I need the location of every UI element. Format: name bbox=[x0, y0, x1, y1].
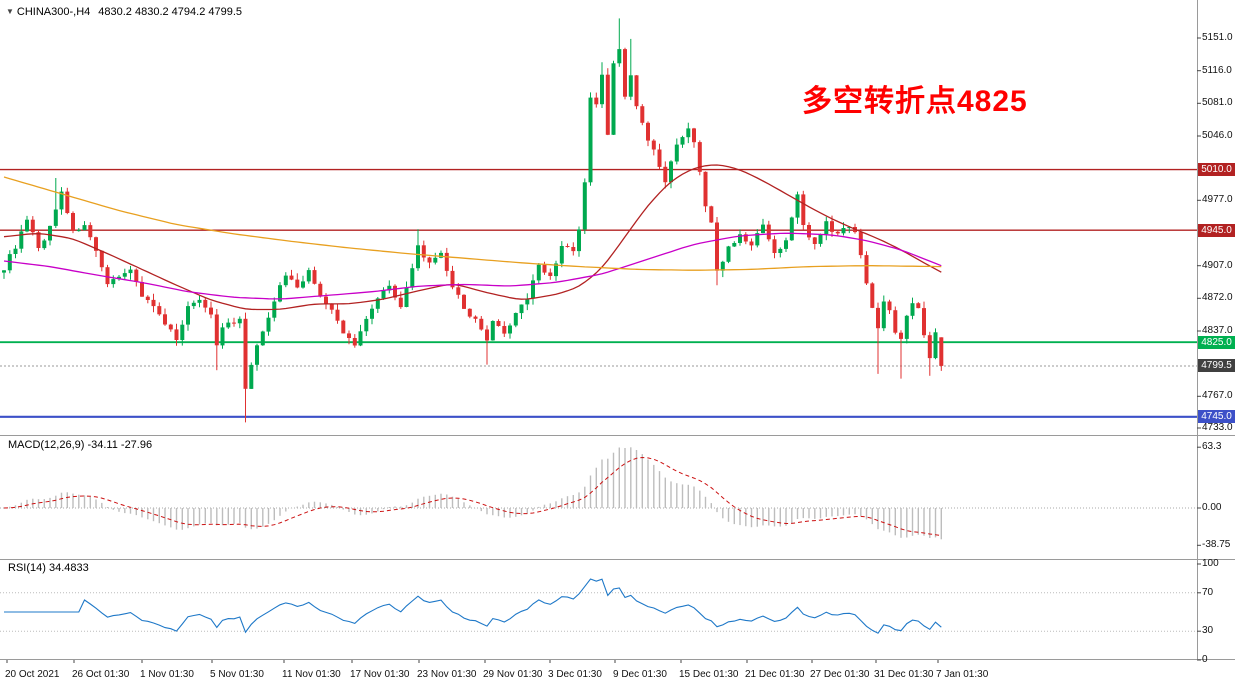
price-tick-label: 4977.0 bbox=[1202, 194, 1233, 206]
macd-tick-label: 63.3 bbox=[1202, 441, 1222, 453]
time-axis-label: 15 Dec 01:30 bbox=[679, 669, 739, 680]
chart-symbol-timeframe: CHINA300-,H4 bbox=[16, 6, 91, 18]
rsi-tick-label: 100 bbox=[1202, 558, 1219, 569]
chart-header: ▼ CHINA300-,H4 4830.2 4830.2 4794.2 4799.5 bbox=[6, 6, 242, 18]
macd-signal-line bbox=[3, 456, 942, 537]
time-axis-label: 9 Dec 01:30 bbox=[613, 669, 667, 680]
macd-layer bbox=[0, 447, 1197, 540]
price-tick-label: 5046.0 bbox=[1202, 129, 1233, 141]
macd-indicator-label: MACD(12,26,9) -34.11 -27.96 bbox=[8, 439, 153, 451]
time-axis-label: 3 Dec 01:30 bbox=[548, 669, 602, 680]
price-tick-label: 4872.0 bbox=[1202, 292, 1233, 304]
time-axis-label: 23 Nov 01:30 bbox=[417, 669, 477, 680]
rsi-layer bbox=[0, 578, 1197, 634]
ma-slow-red-line bbox=[3, 164, 942, 311]
chart-ohlc-values: 4830.2 4830.2 4794.2 4799.5 bbox=[98, 6, 243, 18]
price-tick-label: 4733.0 bbox=[1202, 422, 1233, 433]
time-axis-label: 17 Nov 01:30 bbox=[350, 669, 410, 680]
candles-layer bbox=[2, 18, 944, 423]
current-price-badge: 4799.5 bbox=[1198, 359, 1235, 373]
price-level-badge: 4745.0 bbox=[1198, 410, 1235, 424]
time-axis-label: 11 Nov 01:30 bbox=[282, 669, 341, 680]
time-axis-label: 7 Jan 01:30 bbox=[936, 669, 989, 680]
price-tick-label: 5151.0 bbox=[1202, 32, 1233, 43]
price-level-badge: 4945.0 bbox=[1198, 223, 1235, 237]
panel-chrome bbox=[0, 0, 1235, 663]
time-axis-label: 5 Nov 01:30 bbox=[210, 669, 264, 680]
chart-menu-icon[interactable]: ▼ bbox=[6, 7, 14, 16]
price-levels-layer bbox=[0, 168, 1197, 418]
time-axis-label: 20 Oct 2021 bbox=[5, 669, 60, 680]
time-axis-label: 21 Dec 01:30 bbox=[745, 669, 805, 680]
time-axis-label: 26 Oct 01:30 bbox=[72, 669, 130, 680]
ma-long-orange-line bbox=[3, 176, 942, 271]
rsi-indicator-label: RSI(14) 34.4833 bbox=[8, 562, 89, 574]
macd-tick-label: -38.75 bbox=[1202, 539, 1231, 551]
time-axis-label: 31 Dec 01:30 bbox=[874, 669, 934, 680]
moving-averages-layer bbox=[3, 164, 942, 311]
price-tick-label: 4837.0 bbox=[1202, 324, 1233, 336]
time-axis-label: 29 Nov 01:30 bbox=[483, 669, 543, 680]
rsi-tick-label: 0 bbox=[1202, 654, 1208, 665]
price-tick-label: 5081.0 bbox=[1202, 97, 1233, 109]
time-axis-label: 1 Nov 01:30 bbox=[140, 669, 194, 680]
rsi-line bbox=[4, 578, 942, 634]
ma-medium-magenta-line bbox=[3, 232, 942, 300]
price-tick-label: 4907.0 bbox=[1202, 259, 1233, 271]
macd-tick-label: 0.00 bbox=[1202, 502, 1222, 514]
price-tick-label: 4767.0 bbox=[1202, 390, 1233, 402]
chart-annotation-text[interactable]: 多空转折点4825 bbox=[802, 85, 1028, 118]
price-tick-label: 5116.0 bbox=[1202, 64, 1232, 76]
price-level-badge: 4825.0 bbox=[1198, 335, 1235, 349]
price-level-badge: 5010.0 bbox=[1198, 163, 1235, 177]
time-axis-label: 27 Dec 01:30 bbox=[810, 669, 870, 680]
rsi-tick-label: 30 bbox=[1202, 625, 1214, 637]
rsi-tick-label: 70 bbox=[1202, 586, 1214, 598]
